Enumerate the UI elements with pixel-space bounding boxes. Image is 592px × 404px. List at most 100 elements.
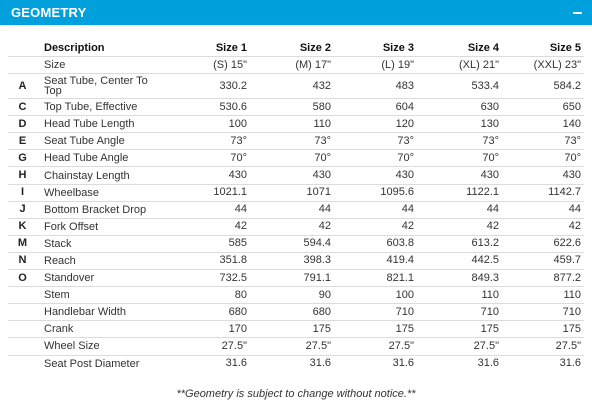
cell-value: 70° <box>332 149 415 167</box>
row-letter <box>8 354 37 372</box>
cell-value: 877.2 <box>500 269 584 287</box>
row-letter: D <box>8 115 37 133</box>
cell-value: 1021.1 <box>149 183 248 202</box>
minus-icon <box>572 11 582 14</box>
cell-value: 90 <box>248 286 332 304</box>
row-letter <box>8 303 37 321</box>
cell-value: 175 <box>248 320 332 338</box>
panel-title: GEOMETRY <box>11 5 87 20</box>
cell-value: 175 <box>415 320 500 338</box>
row-label: Fork Offset <box>37 217 149 236</box>
cell-value: 44 <box>500 200 584 219</box>
row-label: Head Tube Angle <box>37 149 149 167</box>
table-row: K Fork Offset 42 42 42 42 42 <box>8 217 584 236</box>
size-value: (XXL) 23" <box>500 55 584 74</box>
cell-value: 175 <box>332 320 415 338</box>
cell-value: 42 <box>149 217 248 236</box>
row-label: Chainstay Length <box>37 166 149 185</box>
cell-value: 27.5" <box>415 337 500 355</box>
cell-value: 100 <box>149 115 248 133</box>
cell-value: 1142.7 <box>500 183 584 202</box>
table-row: Stem 80 90 100 110 110 <box>8 286 584 304</box>
cell-value: 31.6 <box>500 354 584 372</box>
column-header: Description <box>44 41 105 54</box>
row-label: Size <box>37 55 149 74</box>
cell-value: 1071 <box>248 183 332 202</box>
cell-value: 44 <box>248 200 332 219</box>
cell-value: 710 <box>500 303 584 321</box>
table-row: Wheel Size 27.5" 27.5" 27.5" 27.5" 27.5" <box>8 337 584 355</box>
collapse-button[interactable] <box>571 7 583 19</box>
row-label-text: Stack <box>44 237 72 250</box>
row-label: Head Tube Length <box>37 115 149 133</box>
cell-value: 70° <box>149 149 248 167</box>
table-row: D Head Tube Length 100 110 120 130 140 <box>8 115 584 133</box>
table-row: C Top Tube, Effective 530.6 580 604 630 650 <box>8 98 584 116</box>
cell-value: 27.5" <box>500 337 584 355</box>
row-letter: J <box>8 200 37 219</box>
row-letter <box>8 320 37 338</box>
cell-value: 73° <box>149 132 248 150</box>
cell-value: 351.8 <box>149 251 248 270</box>
row-label: Reach <box>37 251 149 270</box>
row-label: Wheelbase <box>37 183 149 202</box>
cell-value: 430 <box>248 166 332 185</box>
row-label-text: Fork Offset <box>44 220 99 233</box>
cell-value: 710 <box>415 303 500 321</box>
cell-value: 430 <box>500 166 584 185</box>
cell-value: 31.6 <box>415 354 500 372</box>
cell-value: 330.2 <box>149 73 248 99</box>
cell-value: 110 <box>500 286 584 304</box>
table-row: Seat Post Diameter 31.6 31.6 31.6 31.6 31.6 <box>8 354 584 372</box>
row-label: Stack <box>37 234 149 253</box>
row-letter <box>8 55 37 74</box>
column-header: Size 2 <box>299 41 331 54</box>
cell-value: 622.6 <box>500 234 584 253</box>
cell-value: 584.2 <box>500 73 584 99</box>
cell-value: 432 <box>248 73 332 99</box>
row-label: Seat Tube, Center To Top <box>37 73 149 99</box>
cell-value: 73° <box>500 132 584 150</box>
size-value: (S) 15" <box>149 55 248 74</box>
size-value: (M) 17" <box>248 55 332 74</box>
row-label: Top Tube, Effective <box>37 98 149 116</box>
cell-value: 849.3 <box>415 269 500 287</box>
cell-value: 44 <box>149 200 248 219</box>
row-label-text: Bottom Bracket Drop <box>44 203 147 216</box>
cell-value: 459.7 <box>500 251 584 270</box>
row-letter: I <box>8 183 37 202</box>
row-label-text: Head Tube Length <box>44 118 135 131</box>
size-value: (L) 19" <box>332 55 415 74</box>
cell-value: 70° <box>248 149 332 167</box>
cell-value: 31.6 <box>149 354 248 372</box>
table-row: I Wheelbase 1021.1 1071 1095.6 1122.1 1142.7 <box>8 183 584 202</box>
cell-value: 130 <box>415 115 500 133</box>
cell-value: 680 <box>248 303 332 321</box>
row-label: Stem <box>37 286 149 304</box>
cell-value: 430 <box>332 166 415 185</box>
cell-value: 27.5" <box>149 337 248 355</box>
cell-value: 110 <box>248 115 332 133</box>
row-label-text: Head Tube Angle <box>44 152 129 165</box>
cell-value: 821.1 <box>332 269 415 287</box>
cell-value: 594.4 <box>248 234 332 253</box>
table-row: J Bottom Bracket Drop 44 44 44 44 44 <box>8 200 584 219</box>
geometry-table-area: Description Size 1 Size 2 Size 3 Size 4 … <box>8 25 584 372</box>
panel-header[interactable]: GEOMETRY <box>0 0 592 25</box>
row-label: Seat Post Diameter <box>37 354 149 372</box>
row-letter <box>8 286 37 304</box>
row-letter: G <box>8 149 37 167</box>
cell-value: 398.3 <box>248 251 332 270</box>
row-label-text: Standover <box>44 272 95 285</box>
cell-value: 42 <box>248 217 332 236</box>
row-letter: K <box>8 217 37 236</box>
cell-value: 1095.6 <box>332 183 415 202</box>
row-label-text: Stem <box>44 289 70 302</box>
row-label-text: Seat Tube, Center To Top <box>44 75 148 98</box>
table-row: A Seat Tube, Center To Top 330.2 432 483 533.… <box>8 73 584 99</box>
row-label-text: Seat Post Diameter <box>44 357 140 370</box>
cell-value: 70° <box>415 149 500 167</box>
cell-value: 585 <box>149 234 248 253</box>
cell-value: 603.8 <box>332 234 415 253</box>
geometry-table: Description Size 1 Size 2 Size 3 Size 4 … <box>8 39 584 372</box>
